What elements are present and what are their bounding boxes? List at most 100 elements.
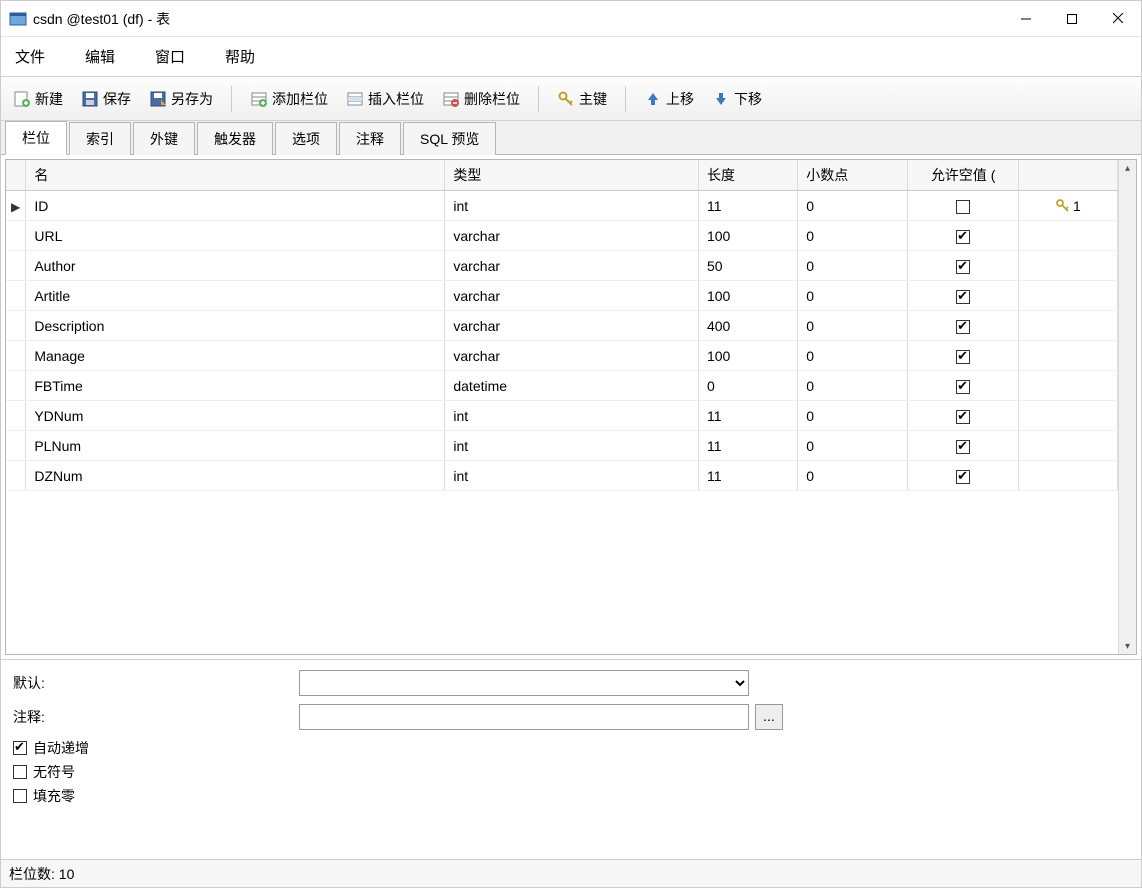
deletefield-button[interactable]: 删除栏位: [436, 85, 526, 113]
table-row[interactable]: Authorvarchar500: [6, 251, 1118, 281]
scroll-up-icon[interactable]: ▴: [1119, 160, 1136, 176]
cell-allownull[interactable]: [908, 431, 1018, 461]
close-button[interactable]: [1095, 1, 1141, 36]
menu-window[interactable]: 窗口: [149, 42, 191, 71]
cell-allownull[interactable]: [908, 251, 1018, 281]
cell-allownull[interactable]: [908, 281, 1018, 311]
allownull-checkbox[interactable]: [956, 260, 970, 274]
cell-allownull[interactable]: [908, 371, 1018, 401]
cell-length[interactable]: 50: [698, 251, 797, 281]
cell-length[interactable]: 11: [698, 401, 797, 431]
cell-name[interactable]: Description: [26, 311, 445, 341]
tab-foreignkeys[interactable]: 外键: [133, 122, 195, 155]
table-row[interactable]: Managevarchar1000: [6, 341, 1118, 371]
cell-type[interactable]: datetime: [445, 371, 699, 401]
cell-decimals[interactable]: 0: [798, 191, 908, 221]
cell-length[interactable]: 11: [698, 191, 797, 221]
cell-decimals[interactable]: 0: [798, 431, 908, 461]
cell-allownull[interactable]: [908, 341, 1018, 371]
movedown-button[interactable]: 下移: [706, 85, 768, 113]
cell-length[interactable]: 100: [698, 221, 797, 251]
comment-input[interactable]: [299, 704, 749, 730]
table-row[interactable]: DZNumint110: [6, 461, 1118, 491]
cell-name[interactable]: DZNum: [26, 461, 445, 491]
cell-name[interactable]: Author: [26, 251, 445, 281]
header-name[interactable]: 名: [26, 160, 445, 191]
cell-allownull[interactable]: [908, 221, 1018, 251]
tab-comment[interactable]: 注释: [339, 122, 401, 155]
cell-name[interactable]: PLNum: [26, 431, 445, 461]
save-button[interactable]: 保存: [75, 85, 137, 113]
cell-decimals[interactable]: 0: [798, 281, 908, 311]
cell-decimals[interactable]: 0: [798, 371, 908, 401]
cell-type[interactable]: int: [445, 191, 699, 221]
cell-type[interactable]: varchar: [445, 341, 699, 371]
tab-indexes[interactable]: 索引: [69, 122, 131, 155]
autoincrement-checkbox[interactable]: [13, 741, 27, 755]
cell-allownull[interactable]: [908, 461, 1018, 491]
cell-allownull[interactable]: [908, 191, 1018, 221]
cell-length[interactable]: 0: [698, 371, 797, 401]
vertical-scrollbar[interactable]: ▴ ▾: [1118, 160, 1136, 654]
cell-name[interactable]: FBTime: [26, 371, 445, 401]
tab-triggers[interactable]: 触发器: [197, 122, 273, 155]
cell-name[interactable]: ID: [26, 191, 445, 221]
tab-fields[interactable]: 栏位: [5, 121, 67, 155]
zerofill-checkbox[interactable]: [13, 789, 27, 803]
cell-decimals[interactable]: 0: [798, 311, 908, 341]
allownull-checkbox[interactable]: [956, 440, 970, 454]
cell-type[interactable]: varchar: [445, 281, 699, 311]
allownull-checkbox[interactable]: [956, 350, 970, 364]
unsigned-row[interactable]: 无符号: [13, 762, 1129, 782]
table-row[interactable]: ▶IDint1101: [6, 191, 1118, 221]
new-button[interactable]: 新建: [7, 85, 69, 113]
cell-name[interactable]: URL: [26, 221, 445, 251]
cell-type[interactable]: int: [445, 431, 699, 461]
cell-type[interactable]: int: [445, 461, 699, 491]
addfield-button[interactable]: 添加栏位: [244, 85, 334, 113]
primarykey-button[interactable]: 主键: [551, 85, 613, 113]
allownull-checkbox[interactable]: [956, 200, 970, 214]
cell-length[interactable]: 11: [698, 431, 797, 461]
cell-length[interactable]: 100: [698, 281, 797, 311]
scroll-down-icon[interactable]: ▾: [1119, 638, 1136, 654]
table-row[interactable]: Descriptionvarchar4000: [6, 311, 1118, 341]
table-row[interactable]: FBTimedatetime00: [6, 371, 1118, 401]
header-allownull[interactable]: 允许空值 (: [908, 160, 1018, 191]
allownull-checkbox[interactable]: [956, 380, 970, 394]
table-row[interactable]: Artitlevarchar1000: [6, 281, 1118, 311]
allownull-checkbox[interactable]: [956, 470, 970, 484]
menu-file[interactable]: 文件: [9, 42, 51, 71]
maximize-button[interactable]: [1049, 1, 1095, 36]
saveas-button[interactable]: 另存为: [143, 85, 219, 113]
moveup-button[interactable]: 上移: [638, 85, 700, 113]
cell-name[interactable]: YDNum: [26, 401, 445, 431]
cell-length[interactable]: 11: [698, 461, 797, 491]
cell-name[interactable]: Artitle: [26, 281, 445, 311]
table-row[interactable]: PLNumint110: [6, 431, 1118, 461]
cell-decimals[interactable]: 0: [798, 341, 908, 371]
menu-edit[interactable]: 编辑: [79, 42, 121, 71]
header-decimals[interactable]: 小数点: [798, 160, 908, 191]
unsigned-checkbox[interactable]: [13, 765, 27, 779]
table-row[interactable]: URLvarchar1000: [6, 221, 1118, 251]
cell-length[interactable]: 100: [698, 341, 797, 371]
header-length[interactable]: 长度: [698, 160, 797, 191]
header-type[interactable]: 类型: [445, 160, 699, 191]
cell-decimals[interactable]: 0: [798, 251, 908, 281]
cell-type[interactable]: int: [445, 401, 699, 431]
default-select[interactable]: [299, 670, 749, 696]
comment-ellipsis-button[interactable]: ...: [755, 704, 783, 730]
minimize-button[interactable]: [1003, 1, 1049, 36]
cell-type[interactable]: varchar: [445, 311, 699, 341]
insertfield-button[interactable]: 插入栏位: [340, 85, 430, 113]
autoincrement-row[interactable]: 自动递增: [13, 738, 1129, 758]
allownull-checkbox[interactable]: [956, 320, 970, 334]
cell-allownull[interactable]: [908, 401, 1018, 431]
table-row[interactable]: YDNumint110: [6, 401, 1118, 431]
cell-allownull[interactable]: [908, 311, 1018, 341]
cell-decimals[interactable]: 0: [798, 461, 908, 491]
tab-options[interactable]: 选项: [275, 122, 337, 155]
menu-help[interactable]: 帮助: [219, 42, 261, 71]
cell-length[interactable]: 400: [698, 311, 797, 341]
